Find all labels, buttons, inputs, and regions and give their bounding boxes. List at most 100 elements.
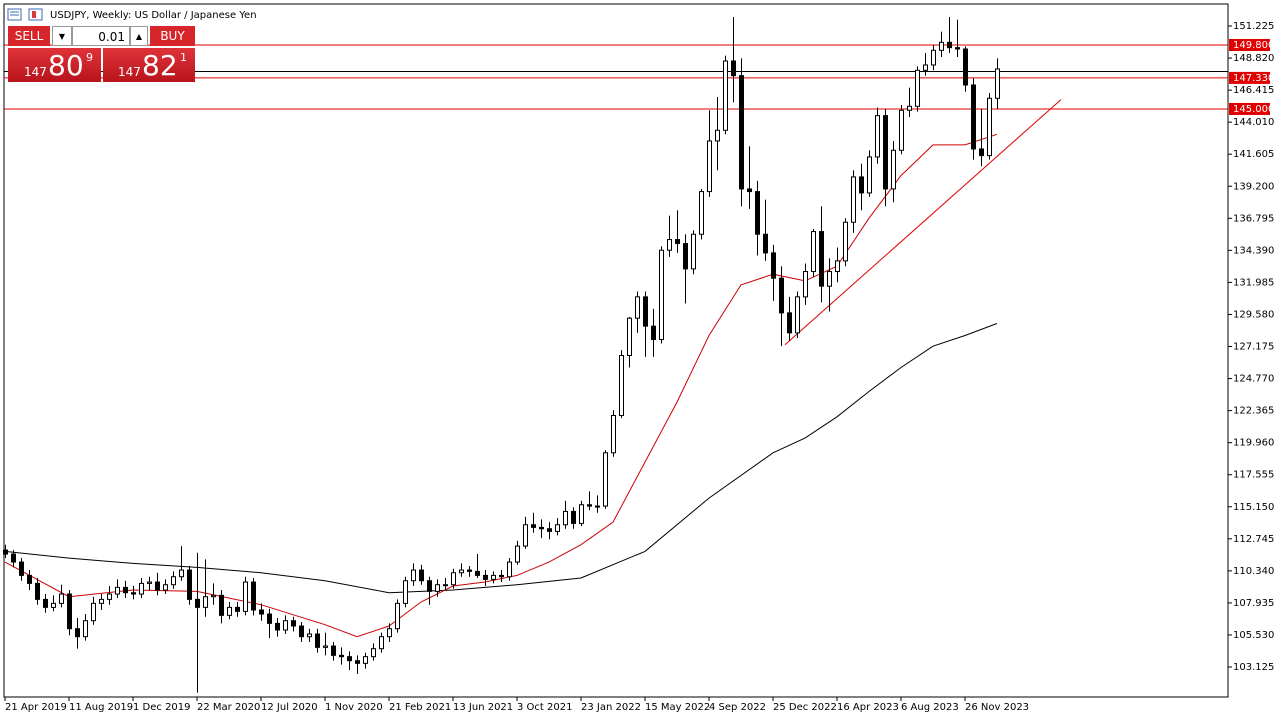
candle-body	[971, 84, 976, 150]
ask-box[interactable]: 147 82 1	[103, 48, 195, 82]
moving-average	[4, 133, 998, 638]
candle-body	[11, 553, 16, 563]
candle-body	[819, 231, 824, 287]
candle-body	[307, 633, 312, 638]
level-label-box	[1229, 38, 1270, 51]
candle-body	[883, 115, 888, 190]
candle-body	[83, 620, 88, 638]
level-label-box	[1229, 71, 1270, 84]
candle-body	[955, 47, 960, 50]
y-tick-label: 110.340	[1233, 566, 1274, 577]
candle-body	[43, 598, 48, 608]
candle-body	[195, 598, 200, 608]
candle-body	[763, 233, 768, 254]
candle-body	[3, 549, 8, 555]
candle-body	[731, 60, 736, 77]
candle-body	[355, 660, 360, 664]
bid-pips: 80	[48, 49, 84, 82]
candle-body	[395, 602, 400, 630]
candle-body	[139, 582, 144, 595]
candle-body	[443, 584, 448, 587]
candle-body	[435, 584, 440, 592]
candle-body	[739, 75, 744, 190]
candle-body	[595, 505, 600, 508]
candle-body	[51, 602, 56, 608]
candle-body	[699, 191, 704, 235]
candle-body	[459, 569, 464, 574]
level-label: 147.330	[1233, 73, 1274, 84]
bid-big: 147	[24, 65, 47, 79]
x-tick-label: 21 Feb 2021	[389, 702, 451, 713]
candle-body	[283, 620, 288, 631]
candle-body	[275, 622, 280, 631]
candle-body	[323, 645, 328, 648]
candle-body	[779, 277, 784, 314]
candle-body	[315, 633, 320, 648]
candle-body	[683, 243, 688, 270]
candle-body	[939, 41, 944, 51]
x-tick-label: 21 Apr 2019	[5, 702, 67, 713]
y-tick-label: 107.935	[1233, 598, 1274, 609]
y-tick-label: 105.530	[1233, 630, 1274, 641]
x-tick-label: 23 Jan 2022	[581, 702, 641, 713]
level-label: 145.000	[1233, 104, 1274, 115]
trend-line	[784, 99, 1062, 346]
level-label: 149.800	[1233, 40, 1274, 51]
y-tick-label: 134.390	[1233, 245, 1274, 256]
lot-up[interactable]: ▲	[130, 26, 148, 46]
candle-body	[123, 586, 128, 594]
y-tick-label: 151.225	[1233, 21, 1274, 32]
candle-body	[475, 570, 480, 576]
lot-input[interactable]: 0.01	[72, 26, 130, 46]
candle-body	[211, 594, 216, 598]
candle-body	[171, 576, 176, 586]
candle-body	[771, 252, 776, 279]
x-tick-label: 1 Nov 2020	[325, 702, 383, 713]
candle-body	[995, 68, 1000, 99]
candle-body	[899, 109, 904, 151]
candle-body	[67, 593, 72, 630]
y-tick-label: 103.125	[1233, 662, 1274, 673]
candle-body	[107, 593, 112, 600]
x-tick-label: 4 Sep 2022	[709, 702, 766, 713]
candle-body	[907, 105, 912, 111]
candle-body	[347, 656, 352, 662]
ask-point: 1	[180, 51, 187, 64]
candle-body	[555, 524, 560, 532]
icon-fill	[32, 11, 36, 18]
candle-body	[811, 231, 816, 273]
y-tick-label: 144.010	[1233, 117, 1274, 128]
candle-body	[979, 148, 984, 157]
bid-box[interactable]: 147 80 9	[8, 48, 101, 82]
sell-button[interactable]: SELL	[8, 26, 50, 46]
candle-body	[579, 504, 584, 524]
y-tick-label: 124.770	[1233, 374, 1274, 385]
candle-body	[163, 584, 168, 591]
candle-body	[75, 628, 80, 638]
candle-body	[667, 239, 672, 251]
candle-body	[507, 561, 512, 578]
candle-body	[915, 69, 920, 107]
candle-body	[947, 41, 952, 49]
candle-body	[691, 233, 696, 270]
y-tick-label: 115.150	[1233, 502, 1274, 513]
candle-body	[467, 569, 472, 572]
candle-body	[403, 580, 408, 604]
candle-body	[451, 572, 456, 586]
candle-body	[627, 317, 632, 356]
candle-body	[651, 325, 656, 341]
candle-body	[891, 149, 896, 190]
candle-body	[427, 580, 432, 592]
candle-body	[187, 569, 192, 600]
candle-body	[563, 510, 568, 526]
ask-big: 147	[118, 65, 141, 79]
buy-button[interactable]: BUY	[150, 26, 195, 46]
y-tick-label: 148.820	[1233, 53, 1274, 64]
lot-down[interactable]: ▼	[52, 26, 72, 46]
candle-body	[339, 654, 344, 658]
candle-body	[483, 574, 488, 580]
candle-body	[491, 574, 496, 580]
candle-body	[539, 526, 544, 530]
candle-body	[675, 239, 680, 245]
